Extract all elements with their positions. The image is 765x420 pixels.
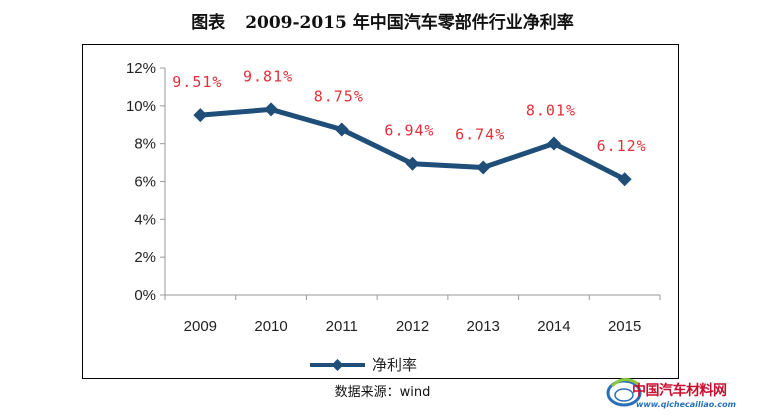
y-tick-label: 6% [134, 174, 156, 191]
y-tick-label: 12% [126, 60, 156, 77]
chart-frame [82, 44, 679, 379]
chart-title-prefix: 图表 [191, 13, 226, 33]
data-label: 9.51% [172, 73, 222, 91]
data-label: 6.74% [455, 126, 505, 144]
y-tick-label: 4% [134, 211, 156, 228]
data-label: 6.94% [384, 122, 434, 140]
x-tick-label: 2012 [396, 318, 429, 335]
data-point-marker [264, 102, 279, 117]
watermark-url: www.qichecailiao.com [636, 400, 736, 409]
data-label: 6.12% [597, 137, 647, 155]
watermark-logo-icon [606, 378, 642, 407]
y-tick-label: 0% [134, 287, 156, 304]
x-tick-label: 2011 [326, 318, 358, 335]
chart-title-main: 2009-2015 年中国汽车零部件行业净利率 [245, 13, 574, 33]
data-point-marker [193, 108, 208, 123]
y-tick-label: 8% [134, 136, 156, 153]
data-point-marker [546, 136, 561, 151]
data-point-marker [617, 172, 632, 187]
x-tick-label: 2010 [254, 318, 287, 335]
y-tick-label: 2% [134, 249, 156, 266]
source-note: 数据来源：wind [334, 385, 431, 400]
y-tick-label: 10% [126, 98, 156, 115]
site-watermark: 中国汽车材料网 www.qichecailiao.com [604, 370, 764, 416]
x-tick-label: 2014 [537, 318, 570, 335]
data-label: 8.01% [526, 101, 576, 119]
legend-marker [331, 359, 344, 371]
x-tick-label: 2013 [467, 318, 500, 335]
data-label: 8.75% [314, 87, 364, 105]
data-point-marker [334, 122, 349, 137]
chart-title: 图表 2009-2015 年中国汽车零部件行业净利率 [0, 8, 765, 33]
watermark-site-name: 中国汽车材料网 [632, 383, 727, 399]
x-tick-label: 2009 [184, 318, 217, 335]
data-label: 9.81% [243, 67, 293, 85]
data-point-marker [405, 156, 420, 171]
data-point-marker [476, 160, 491, 175]
x-tick-label: 2015 [608, 318, 641, 335]
legend-label: 净利率 [372, 356, 417, 374]
